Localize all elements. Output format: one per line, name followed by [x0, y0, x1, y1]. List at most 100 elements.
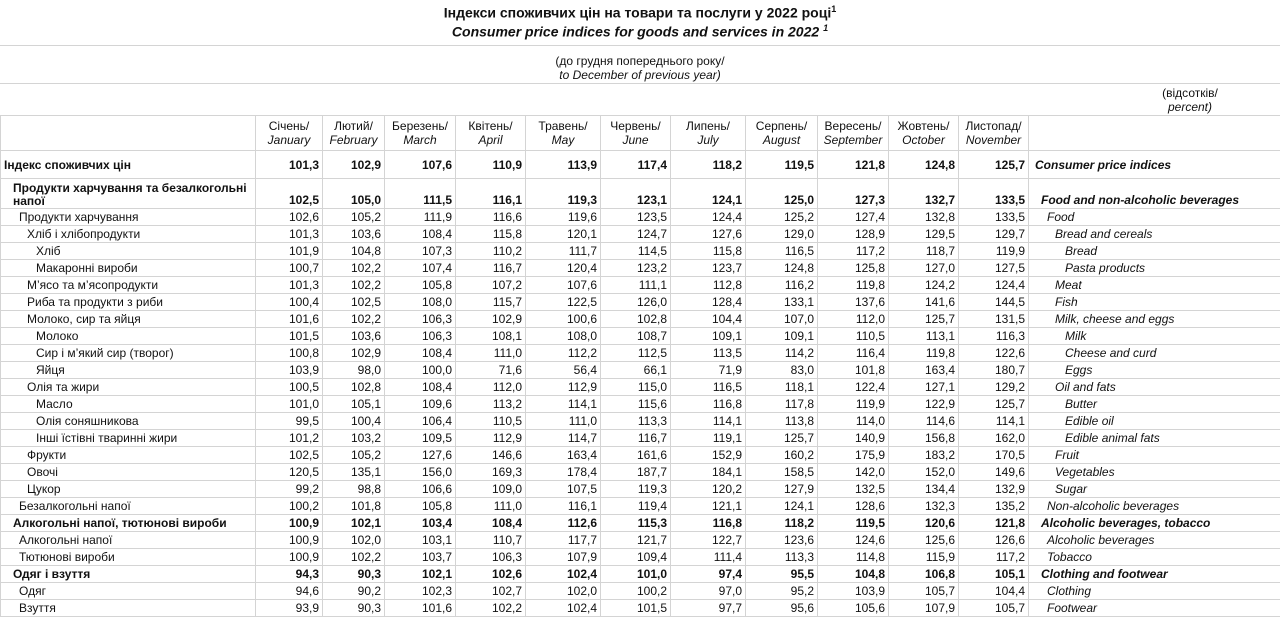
value-cell: 106,3: [455, 548, 526, 566]
value-cell: 102,4: [525, 565, 601, 583]
value-cell: 132,3: [888, 497, 959, 515]
value-cell: 101,5: [255, 327, 323, 345]
value-cell: 103,2: [322, 429, 385, 447]
row-label-uk: Індекс споживчих цін: [0, 150, 256, 179]
value-cell: 131,5: [958, 310, 1029, 328]
value-cell: 102,5: [255, 446, 323, 464]
value-cell: 146,6: [455, 446, 526, 464]
row-label-uk: Тютюнові вироби: [0, 548, 256, 566]
row-label-en: Consumer price indices: [1028, 150, 1280, 179]
row-label-uk: Одяг: [0, 582, 256, 600]
value-cell: 132,5: [817, 480, 889, 498]
corner-cell: [1028, 115, 1280, 151]
row-label-uk: Сир і м’який сир (творог): [0, 344, 256, 362]
value-cell: 125,7: [888, 310, 959, 328]
value-cell: 103,6: [322, 327, 385, 345]
row-label-en: Cheese and curd: [1028, 344, 1280, 362]
table-row: Взуття 93,9 90,3 101,6 102,2 102,4 101,5 97,7 95…: [0, 599, 1280, 617]
subtitle-uk: (до грудня попереднього року/: [555, 54, 725, 68]
value-cell: 114,6: [888, 412, 959, 430]
table-row: Риба та продукти з риби 100,4 102,5 108,0 11…: [0, 293, 1280, 311]
value-cell: 119,8: [888, 344, 959, 362]
value-cell: 95,2: [745, 582, 818, 600]
value-cell: 119,3: [600, 480, 671, 498]
value-cell: 119,8: [817, 276, 889, 294]
value-cell: 125,8: [817, 259, 889, 277]
value-cell: 160,2: [745, 446, 818, 464]
value-cell: 101,3: [255, 276, 323, 294]
row-label-en: Bread and cereals: [1028, 225, 1280, 243]
value-cell: 114,1: [525, 395, 601, 413]
value-cell: 113,9: [525, 150, 601, 179]
column-uk: Травень/: [538, 119, 588, 133]
value-cell: 152,0: [888, 463, 959, 481]
value-cell: 112,6: [525, 514, 601, 532]
value-cell: 125,0: [745, 178, 818, 209]
row-label-en: Meat: [1028, 276, 1280, 294]
value-cell: 132,9: [958, 480, 1029, 498]
row-label-uk: Олія та жири: [0, 378, 256, 396]
row-label-en: Butter: [1028, 395, 1280, 413]
rule: [0, 83, 1280, 84]
value-cell: 103,6: [322, 225, 385, 243]
value-cell: 120,2: [670, 480, 746, 498]
column-uk: Вересень/: [824, 119, 882, 133]
column-uk: Березень/: [392, 119, 448, 133]
table-row: Овочі 120,5 135,1 156,0 169,3 178,4 187,7 184,1…: [0, 463, 1280, 481]
value-cell: 117,2: [958, 548, 1029, 566]
value-cell: 128,9: [817, 225, 889, 243]
value-cell: 175,9: [817, 446, 889, 464]
row-label-uk: Риба та продукти з риби: [0, 293, 256, 311]
value-cell: 102,6: [255, 208, 323, 226]
table-row: Продукти харчування та безалкогольні нап…: [0, 178, 1280, 209]
footnote-mark: 1: [831, 4, 837, 14]
table-row: Цукор 99,2 98,8 106,6 109,0 107,5 119,3 120,2 12…: [0, 480, 1280, 498]
value-cell: 134,4: [888, 480, 959, 498]
unit-uk: (відсотків/: [1162, 86, 1218, 100]
value-cell: 106,6: [384, 480, 456, 498]
value-cell: 116,6: [455, 208, 526, 226]
value-cell: 100,2: [255, 497, 323, 515]
value-cell: 101,0: [255, 395, 323, 413]
row-label-uk: Хліб: [0, 242, 256, 260]
title-en-line: Consumer price indices for goods and ser…: [0, 23, 1280, 40]
column-uk: Червень/: [610, 119, 661, 133]
value-cell: 83,0: [745, 361, 818, 379]
value-cell: 119,3: [525, 178, 601, 209]
row-label-uk: Молоко, сир та яйця: [0, 310, 256, 328]
value-cell: 115,6: [600, 395, 671, 413]
value-cell: 107,0: [745, 310, 818, 328]
row-label-uk: Взуття: [0, 599, 256, 617]
value-cell: 113,5: [670, 344, 746, 362]
value-cell: 187,7: [600, 463, 671, 481]
table-row: М’ясо та м’ясопродукти 101,3 102,2 105,8 107…: [0, 276, 1280, 294]
row-label-en: Alcoholic beverages: [1028, 531, 1280, 549]
value-cell: 104,4: [670, 310, 746, 328]
row-label-uk: Алкогольні напої, тютюнові вироби: [0, 514, 256, 532]
value-cell: 108,4: [455, 514, 526, 532]
value-cell: 100,6: [525, 310, 601, 328]
table-row: Алкогольні напої 100,9 102,0 103,1 110,7 117,…: [0, 531, 1280, 549]
row-label-en: Pasta products: [1028, 259, 1280, 277]
value-cell: 116,1: [525, 497, 601, 515]
value-cell: 97,7: [670, 599, 746, 617]
header-row: Січень/January Лютий/February Березень/Mar…: [0, 115, 1280, 151]
row-label-uk: Одяг і взуття: [0, 565, 256, 583]
value-cell: 102,9: [322, 150, 385, 179]
value-cell: 123,7: [670, 259, 746, 277]
value-cell: 105,2: [322, 446, 385, 464]
value-cell: 97,4: [670, 565, 746, 583]
column-en: September: [823, 133, 883, 147]
row-label-en: Eggs: [1028, 361, 1280, 379]
value-cell: 128,4: [670, 293, 746, 311]
column-header: Травень/May: [525, 115, 601, 151]
value-cell: 110,5: [817, 327, 889, 345]
value-cell: 158,5: [745, 463, 818, 481]
value-cell: 101,9: [255, 242, 323, 260]
value-cell: 56,4: [525, 361, 601, 379]
column-en: April: [478, 133, 503, 147]
value-cell: 163,4: [525, 446, 601, 464]
value-cell: 152,9: [670, 446, 746, 464]
value-cell: 100,8: [255, 344, 323, 362]
value-cell: 129,5: [888, 225, 959, 243]
